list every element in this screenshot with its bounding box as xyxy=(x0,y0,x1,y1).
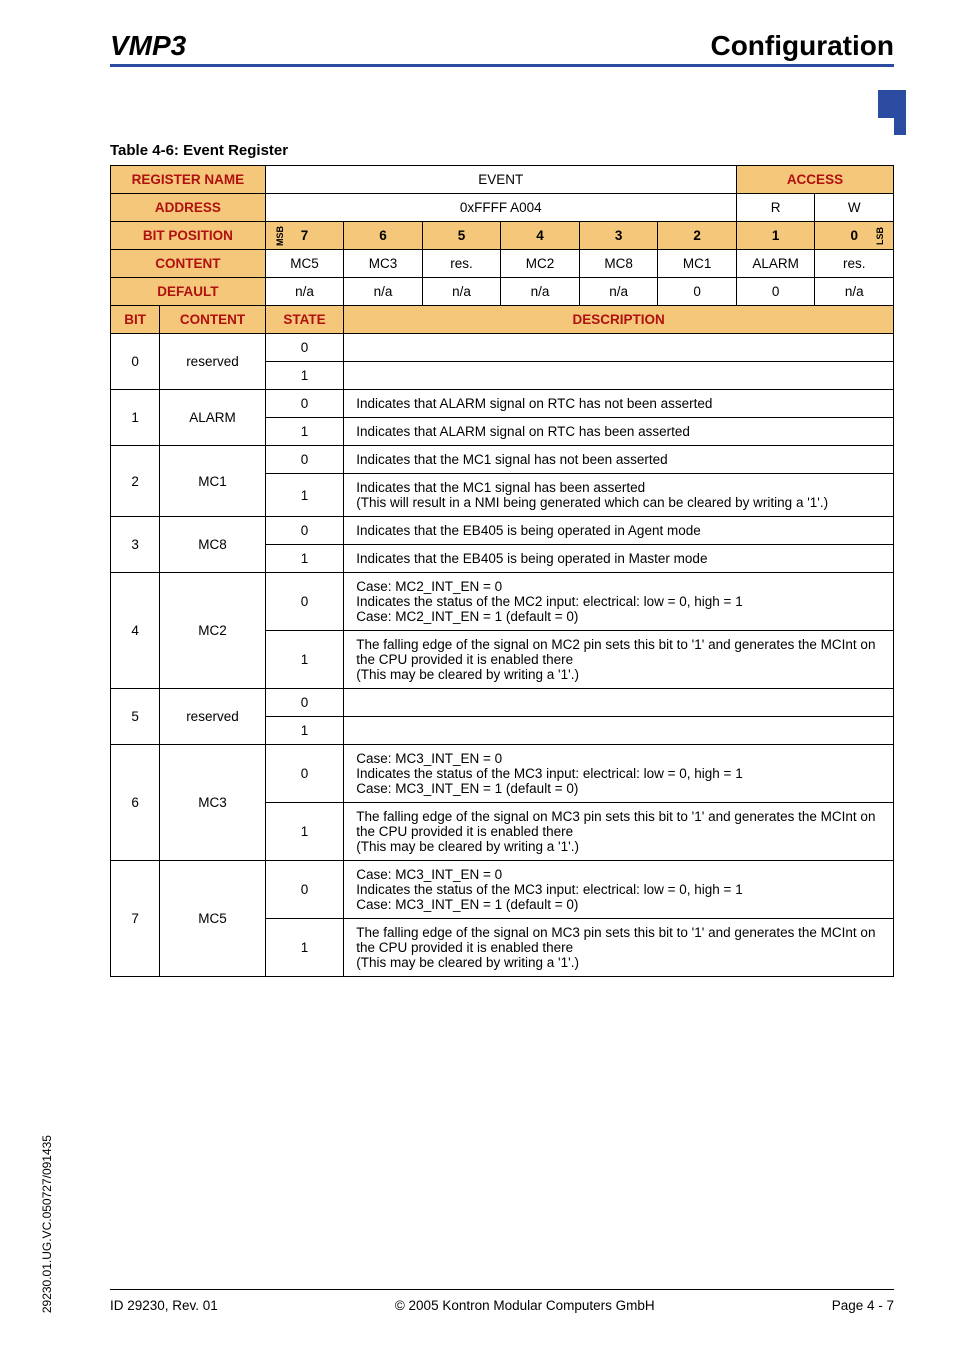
state1-4: 1 xyxy=(265,631,344,689)
bit-3: 3 xyxy=(111,517,160,573)
header-right: Configuration xyxy=(710,30,894,62)
desc0-0 xyxy=(344,334,894,362)
state1-3: 1 xyxy=(265,545,344,573)
bit-1: 1 xyxy=(736,222,815,250)
content-3: MC8 xyxy=(579,250,658,278)
desc1-3: Indicates that the EB405 is being operat… xyxy=(344,545,894,573)
content-2: MC1 xyxy=(658,250,737,278)
content-label: CONTENT xyxy=(111,250,266,278)
desc0-4: Case: MC2_INT_EN = 0 Indicates the statu… xyxy=(344,573,894,631)
content-1: ALARM xyxy=(736,250,815,278)
header-left: VMP3 xyxy=(110,30,186,62)
bit-5: 5 xyxy=(111,689,160,745)
table-caption: Table 4-6: Event Register xyxy=(110,142,894,159)
desc0-2: Indicates that the MC1 signal has not be… xyxy=(344,446,894,474)
bit-0: 0 xyxy=(111,334,160,390)
content-6: MC3 xyxy=(344,250,423,278)
default-3: n/a xyxy=(579,278,658,306)
access-label: ACCESS xyxy=(736,166,893,194)
bit-7: 7 xyxy=(111,861,160,977)
desc1-5 xyxy=(344,717,894,745)
bit-6: 6 xyxy=(111,745,160,861)
content-name-1: ALARM xyxy=(160,390,265,446)
content-0: res. xyxy=(815,250,894,278)
desc0-3: Indicates that the EB405 is being operat… xyxy=(344,517,894,545)
desc-state-hdr: STATE xyxy=(265,306,344,334)
state0-5: 0 xyxy=(265,689,344,717)
desc0-7: Case: MC3_INT_EN = 0 Indicates the statu… xyxy=(344,861,894,919)
state1-0: 1 xyxy=(265,362,344,390)
state0-4: 0 xyxy=(265,573,344,631)
default-label: DEFAULT xyxy=(111,278,266,306)
content-name-0: reserved xyxy=(160,334,265,390)
default-0: n/a xyxy=(815,278,894,306)
desc-desc-hdr: DESCRIPTION xyxy=(344,306,894,334)
register-table: REGISTER NAME EVENT ACCESS ADDRESS 0xFFF… xyxy=(110,165,894,977)
content-name-5: reserved xyxy=(160,689,265,745)
content-name-4: MC2 xyxy=(160,573,265,689)
state0-0: 0 xyxy=(265,334,344,362)
state1-5: 1 xyxy=(265,717,344,745)
desc1-7: The falling edge of the signal on MC3 pi… xyxy=(344,919,894,977)
reg-name-value: EVENT xyxy=(265,166,736,194)
bit-7: MSB7 xyxy=(265,222,344,250)
desc1-0 xyxy=(344,362,894,390)
corner-badge xyxy=(861,90,906,135)
default-1: 0 xyxy=(736,278,815,306)
content-4: MC2 xyxy=(501,250,580,278)
reg-name-label: REGISTER NAME xyxy=(111,166,266,194)
bit-4: 4 xyxy=(111,573,160,689)
state1-7: 1 xyxy=(265,919,344,977)
default-7: n/a xyxy=(265,278,344,306)
bit-1: 1 xyxy=(111,390,160,446)
desc1-2: Indicates that the MC1 signal has been a… xyxy=(344,474,894,517)
state1-2: 1 xyxy=(265,474,344,517)
desc1-6: The falling edge of the signal on MC3 pi… xyxy=(344,803,894,861)
access-r: R xyxy=(736,194,815,222)
desc-bit-hdr: BIT xyxy=(111,306,160,334)
bit-0: 0LSB xyxy=(815,222,894,250)
footer-left: ID 29230, Rev. 01 xyxy=(110,1298,218,1313)
default-5: n/a xyxy=(422,278,501,306)
bit-4: 4 xyxy=(501,222,580,250)
address-value: 0xFFFF A004 xyxy=(265,194,736,222)
state1-1: 1 xyxy=(265,418,344,446)
default-6: n/a xyxy=(344,278,423,306)
state0-3: 0 xyxy=(265,517,344,545)
footer-center: © 2005 Kontron Modular Computers GmbH xyxy=(395,1298,655,1313)
desc-content-hdr: CONTENT xyxy=(160,306,265,334)
default-4: n/a xyxy=(501,278,580,306)
content-name-2: MC1 xyxy=(160,446,265,517)
page-header: VMP3 Configuration xyxy=(110,30,894,67)
desc1-1: Indicates that ALARM signal on RTC has b… xyxy=(344,418,894,446)
content-7: MC5 xyxy=(265,250,344,278)
bit-2: 2 xyxy=(111,446,160,517)
state0-1: 0 xyxy=(265,390,344,418)
content-name-7: MC5 xyxy=(160,861,265,977)
bitpos-label: BIT POSITION xyxy=(111,222,266,250)
desc1-4: The falling edge of the signal on MC2 pi… xyxy=(344,631,894,689)
bit-6: 6 xyxy=(344,222,423,250)
bit-2: 2 xyxy=(658,222,737,250)
state1-6: 1 xyxy=(265,803,344,861)
side-doc-id: 29230.01.UG.VC.050727/091435 xyxy=(40,1135,54,1313)
footer: ID 29230, Rev. 01 © 2005 Kontron Modular… xyxy=(110,1289,894,1313)
address-label: ADDRESS xyxy=(111,194,266,222)
content-name-6: MC3 xyxy=(160,745,265,861)
state0-6: 0 xyxy=(265,745,344,803)
desc0-6: Case: MC3_INT_EN = 0 Indicates the statu… xyxy=(344,745,894,803)
desc0-5 xyxy=(344,689,894,717)
bit-3: 3 xyxy=(579,222,658,250)
bit-5: 5 xyxy=(422,222,501,250)
access-w: W xyxy=(815,194,894,222)
state0-2: 0 xyxy=(265,446,344,474)
content-5: res. xyxy=(422,250,501,278)
footer-right: Page 4 - 7 xyxy=(832,1298,894,1313)
desc0-1: Indicates that ALARM signal on RTC has n… xyxy=(344,390,894,418)
content-name-3: MC8 xyxy=(160,517,265,573)
default-2: 0 xyxy=(658,278,737,306)
state0-7: 0 xyxy=(265,861,344,919)
